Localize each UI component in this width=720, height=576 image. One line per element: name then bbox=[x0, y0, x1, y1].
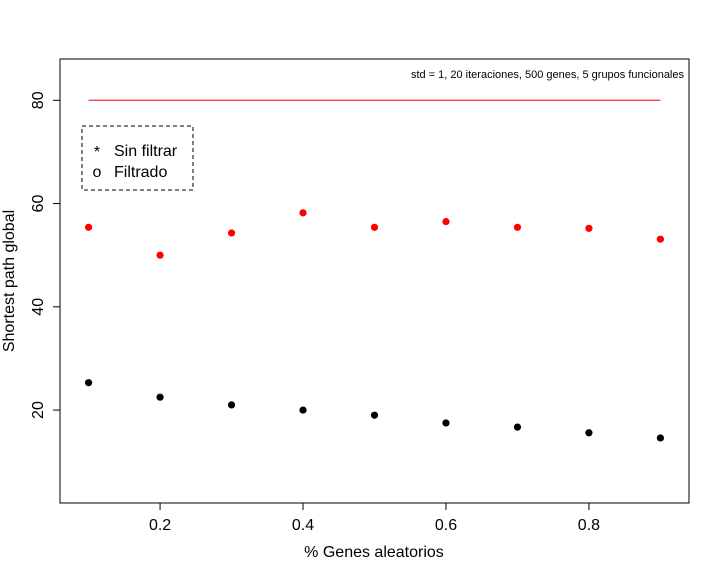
point-filtrado bbox=[513, 223, 522, 231]
point-sin-filtrar bbox=[299, 406, 307, 414]
point-sin-filtrar bbox=[513, 423, 522, 431]
y-tick-label: 80 bbox=[30, 91, 47, 109]
x-tick-label: 0.4 bbox=[292, 517, 314, 534]
legend: * Sin filtrar o Filtrado bbox=[81, 125, 194, 191]
point-sin-filtrar bbox=[370, 411, 379, 419]
x-tick-label: 0.6 bbox=[435, 517, 457, 534]
legend-label-sin-filtrar: Sin filtrar bbox=[114, 143, 178, 160]
y-tick-label: 20 bbox=[30, 401, 47, 419]
legend-symbol-sin-filtrar: * bbox=[94, 144, 100, 161]
plot-frame bbox=[59, 58, 690, 504]
point-filtrado bbox=[370, 223, 379, 231]
y-axis: 20 40 60 80 bbox=[30, 91, 60, 419]
point-filtrado bbox=[84, 223, 93, 231]
point-filtrado bbox=[227, 229, 236, 237]
legend-box bbox=[81, 125, 194, 191]
point-sin-filtrar bbox=[656, 434, 665, 442]
legend-symbol-filtrado: o bbox=[93, 164, 102, 181]
x-axis-title: % Genes aleatorios bbox=[304, 544, 444, 561]
x-tick-label: 0.8 bbox=[578, 517, 600, 534]
legend-label-filtrado: Filtrado bbox=[114, 164, 167, 181]
y-tick-label: 60 bbox=[30, 195, 47, 213]
point-filtrado bbox=[585, 224, 593, 232]
chart-annotation: std = 1, 20 iteraciones, 500 genes, 5 gr… bbox=[411, 69, 685, 81]
point-filtrado bbox=[656, 235, 665, 243]
point-filtrado bbox=[156, 251, 164, 259]
point-sin-filtrar bbox=[156, 393, 164, 401]
point-filtrado bbox=[442, 218, 450, 226]
point-sin-filtrar bbox=[227, 401, 236, 409]
data-points bbox=[84, 209, 665, 442]
y-axis-title: Shortest path global bbox=[1, 210, 18, 352]
y-tick-label: 40 bbox=[30, 298, 47, 316]
point-sin-filtrar bbox=[585, 429, 593, 437]
x-tick-label: 0.2 bbox=[149, 517, 171, 534]
point-sin-filtrar bbox=[442, 419, 450, 427]
point-sin-filtrar bbox=[84, 379, 93, 387]
point-filtrado bbox=[299, 209, 307, 217]
x-axis: 0.2 0.4 0.6 0.8 bbox=[149, 503, 600, 534]
